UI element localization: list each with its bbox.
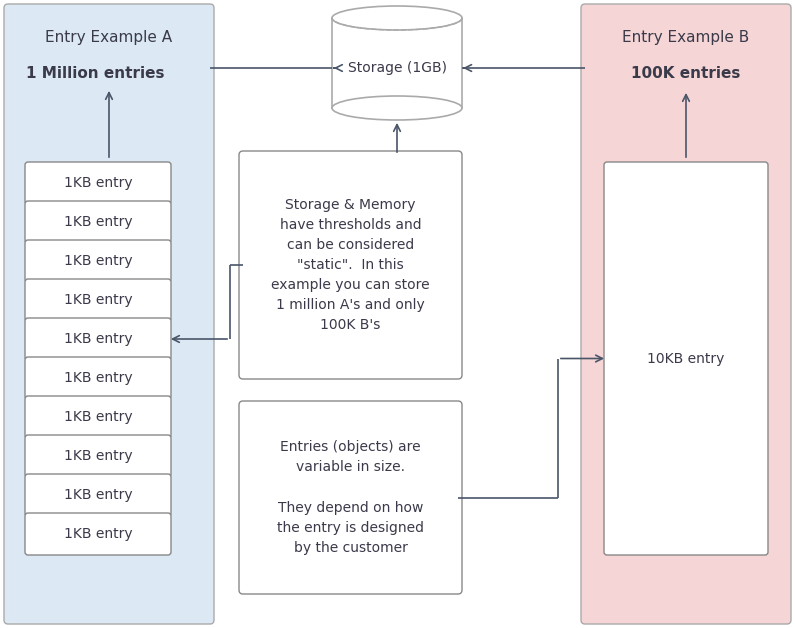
Text: Entries (objects) are
variable in size.

They depend on how
the entry is designe: Entries (objects) are variable in size. …	[277, 440, 424, 555]
FancyBboxPatch shape	[25, 240, 171, 282]
FancyBboxPatch shape	[25, 318, 171, 360]
Text: 1KB entry: 1KB entry	[64, 449, 132, 463]
Text: Storage (1GB): Storage (1GB)	[347, 61, 447, 75]
Text: 1KB entry: 1KB entry	[64, 254, 132, 268]
Text: 1KB entry: 1KB entry	[64, 488, 132, 502]
Text: 1KB entry: 1KB entry	[64, 176, 132, 190]
Text: 1KB entry: 1KB entry	[64, 215, 132, 229]
Text: 100K entries: 100K entries	[631, 66, 741, 81]
Text: Storage & Memory
have thresholds and
can be considered
"static".  In this
exampl: Storage & Memory have thresholds and can…	[271, 198, 430, 332]
FancyBboxPatch shape	[4, 4, 214, 624]
Text: 1KB entry: 1KB entry	[64, 527, 132, 541]
Ellipse shape	[332, 96, 462, 120]
FancyBboxPatch shape	[25, 435, 171, 477]
FancyBboxPatch shape	[604, 162, 768, 555]
Text: 1KB entry: 1KB entry	[64, 410, 132, 424]
FancyBboxPatch shape	[25, 201, 171, 243]
Text: 10KB entry: 10KB entry	[647, 352, 725, 365]
FancyBboxPatch shape	[25, 513, 171, 555]
Text: Entry Example A: Entry Example A	[45, 30, 173, 45]
FancyBboxPatch shape	[239, 401, 462, 594]
FancyBboxPatch shape	[25, 279, 171, 321]
FancyBboxPatch shape	[25, 474, 171, 516]
Bar	[332, 18, 462, 108]
FancyBboxPatch shape	[25, 357, 171, 399]
Text: 1KB entry: 1KB entry	[64, 293, 132, 307]
FancyBboxPatch shape	[25, 162, 171, 204]
Text: 1 Million entries: 1 Million entries	[26, 66, 165, 81]
Ellipse shape	[332, 6, 462, 30]
FancyBboxPatch shape	[581, 4, 791, 624]
Text: 1KB entry: 1KB entry	[64, 332, 132, 346]
Text: Entry Example B: Entry Example B	[622, 30, 750, 45]
FancyBboxPatch shape	[239, 151, 462, 379]
FancyBboxPatch shape	[25, 396, 171, 438]
Text: 1KB entry: 1KB entry	[64, 371, 132, 385]
